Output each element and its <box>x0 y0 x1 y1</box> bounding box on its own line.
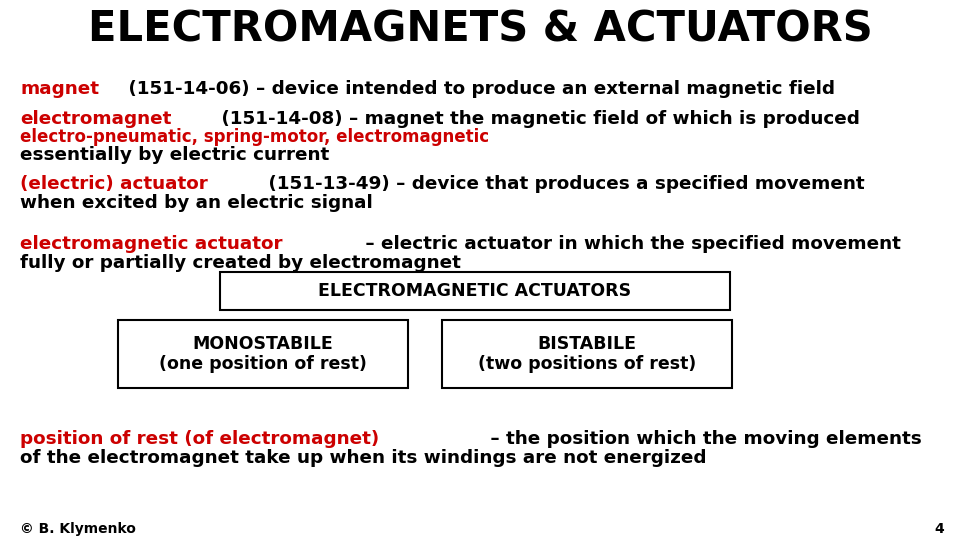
Text: (two positions of rest): (two positions of rest) <box>478 355 696 373</box>
Bar <box>220 272 730 310</box>
Text: – the position which the moving elements: – the position which the moving elements <box>484 430 922 448</box>
Text: electromagnetic actuator: electromagnetic actuator <box>20 235 282 253</box>
Text: © B. Klymenko: © B. Klymenko <box>20 522 136 536</box>
Text: ELECTROMAGNETIC ACTUATORS: ELECTROMAGNETIC ACTUATORS <box>319 282 632 300</box>
Text: of the electromagnet take up when its windings are not energized: of the electromagnet take up when its wi… <box>20 449 707 467</box>
Text: (151-14-06) – device intended to produce an external magnetic field: (151-14-06) – device intended to produce… <box>122 80 835 98</box>
Text: BISTABILE: BISTABILE <box>538 335 636 353</box>
Text: (151-13-49) – device that produces a specified movement: (151-13-49) – device that produces a spe… <box>262 175 865 193</box>
Text: position of rest (of electromagnet): position of rest (of electromagnet) <box>20 430 379 448</box>
Text: fully or partially created by electromagnet: fully or partially created by electromag… <box>20 254 461 272</box>
Text: magnet: magnet <box>20 80 99 98</box>
Text: ELECTROMAGNETS & ACTUATORS: ELECTROMAGNETS & ACTUATORS <box>87 8 873 50</box>
Text: (151-14-08) – magnet the magnetic field of which is produced: (151-14-08) – magnet the magnetic field … <box>215 110 860 128</box>
Bar <box>442 320 732 388</box>
Text: 4: 4 <box>934 522 944 536</box>
Text: – electric actuator in which the specified movement: – electric actuator in which the specifi… <box>359 235 900 253</box>
Text: MONOSTABILE: MONOSTABILE <box>193 335 333 353</box>
Bar <box>118 320 408 388</box>
Text: electro-pneumatic, spring-motor, electromagnetic: electro-pneumatic, spring-motor, electro… <box>20 128 490 146</box>
Text: essentially by electric current: essentially by electric current <box>20 146 329 164</box>
Text: (electric) actuator: (electric) actuator <box>20 175 207 193</box>
Text: electromagnet: electromagnet <box>20 110 172 128</box>
Text: when excited by an electric signal: when excited by an electric signal <box>20 194 372 212</box>
Text: (one position of rest): (one position of rest) <box>159 355 367 373</box>
